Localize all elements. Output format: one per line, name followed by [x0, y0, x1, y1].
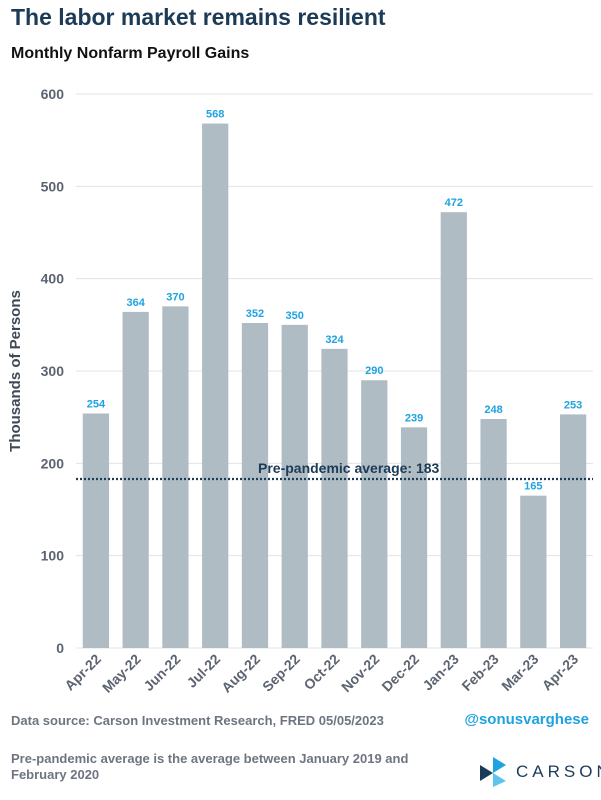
data-label: 364 — [126, 297, 145, 309]
reference-line-label: Pre-pandemic average: 183 — [258, 460, 440, 476]
x-tick-label: Feb-23 — [458, 651, 501, 694]
bar — [480, 419, 507, 648]
y-tick-label: 100 — [41, 548, 65, 564]
bar — [241, 322, 269, 648]
x-tick-label: Sep-22 — [259, 651, 303, 695]
bar-chart: 0 100 200 300 400 500 600 Thousands of Persons 2… — [7, 86, 593, 696]
data-label: 350 — [286, 310, 304, 322]
bar — [202, 123, 229, 648]
bar — [520, 495, 547, 648]
data-label: 472 — [445, 197, 463, 209]
data-label: 165 — [524, 481, 542, 493]
bar — [281, 324, 308, 648]
carson-logo-icon — [480, 757, 506, 787]
carson-logo: CARSON — [480, 757, 601, 787]
x-tick-label: Mar-23 — [498, 651, 541, 694]
x-tick-label: Apr-22 — [61, 651, 104, 694]
logo-text: CARSON — [516, 762, 601, 781]
twitter-handle[interactable]: @sonusvarghese — [464, 711, 589, 728]
data-label: 370 — [166, 291, 184, 303]
bar — [361, 380, 388, 648]
data-label: 254 — [87, 398, 106, 410]
bar — [400, 427, 428, 648]
footnote-text: Pre-pandemic average is the average betw… — [11, 751, 409, 782]
chart-subtitle: Monthly Nonfarm Payroll Gains — [11, 45, 250, 62]
bar — [162, 306, 189, 648]
bar — [440, 212, 467, 649]
x-tick-label: Oct-22 — [300, 651, 342, 693]
x-tick-label: Nov-22 — [338, 651, 382, 695]
chart-title: The labor market remains resilient — [11, 4, 386, 30]
x-tick-label: May-22 — [99, 651, 144, 696]
y-tick-label: 400 — [41, 271, 65, 287]
y-tick-label: 500 — [41, 178, 65, 194]
y-tick-label: 300 — [41, 363, 65, 379]
data-label: 352 — [246, 308, 264, 320]
y-axis-title: Thousands of Persons — [7, 290, 24, 452]
data-label: 253 — [564, 399, 582, 411]
data-label: 239 — [405, 412, 423, 424]
y-tick-label: 0 — [56, 640, 64, 656]
data-label: 568 — [206, 109, 224, 121]
y-tick-label: 200 — [41, 455, 65, 471]
x-tick-label: Dec-22 — [378, 651, 422, 695]
x-tick-label: Jun-22 — [140, 651, 183, 694]
data-source-text: Data source: Carson Investment Research,… — [11, 713, 384, 728]
bar — [559, 414, 587, 648]
y-tick-label: 600 — [41, 86, 65, 102]
bar — [321, 348, 348, 648]
x-tick-label: Apr-23 — [539, 651, 582, 694]
data-label: 324 — [325, 334, 344, 346]
data-label: 248 — [484, 404, 502, 416]
x-tick-label: Jan-23 — [419, 651, 462, 694]
x-tick-label: Aug-22 — [218, 651, 263, 696]
data-label: 290 — [365, 365, 383, 377]
bar — [82, 413, 110, 648]
